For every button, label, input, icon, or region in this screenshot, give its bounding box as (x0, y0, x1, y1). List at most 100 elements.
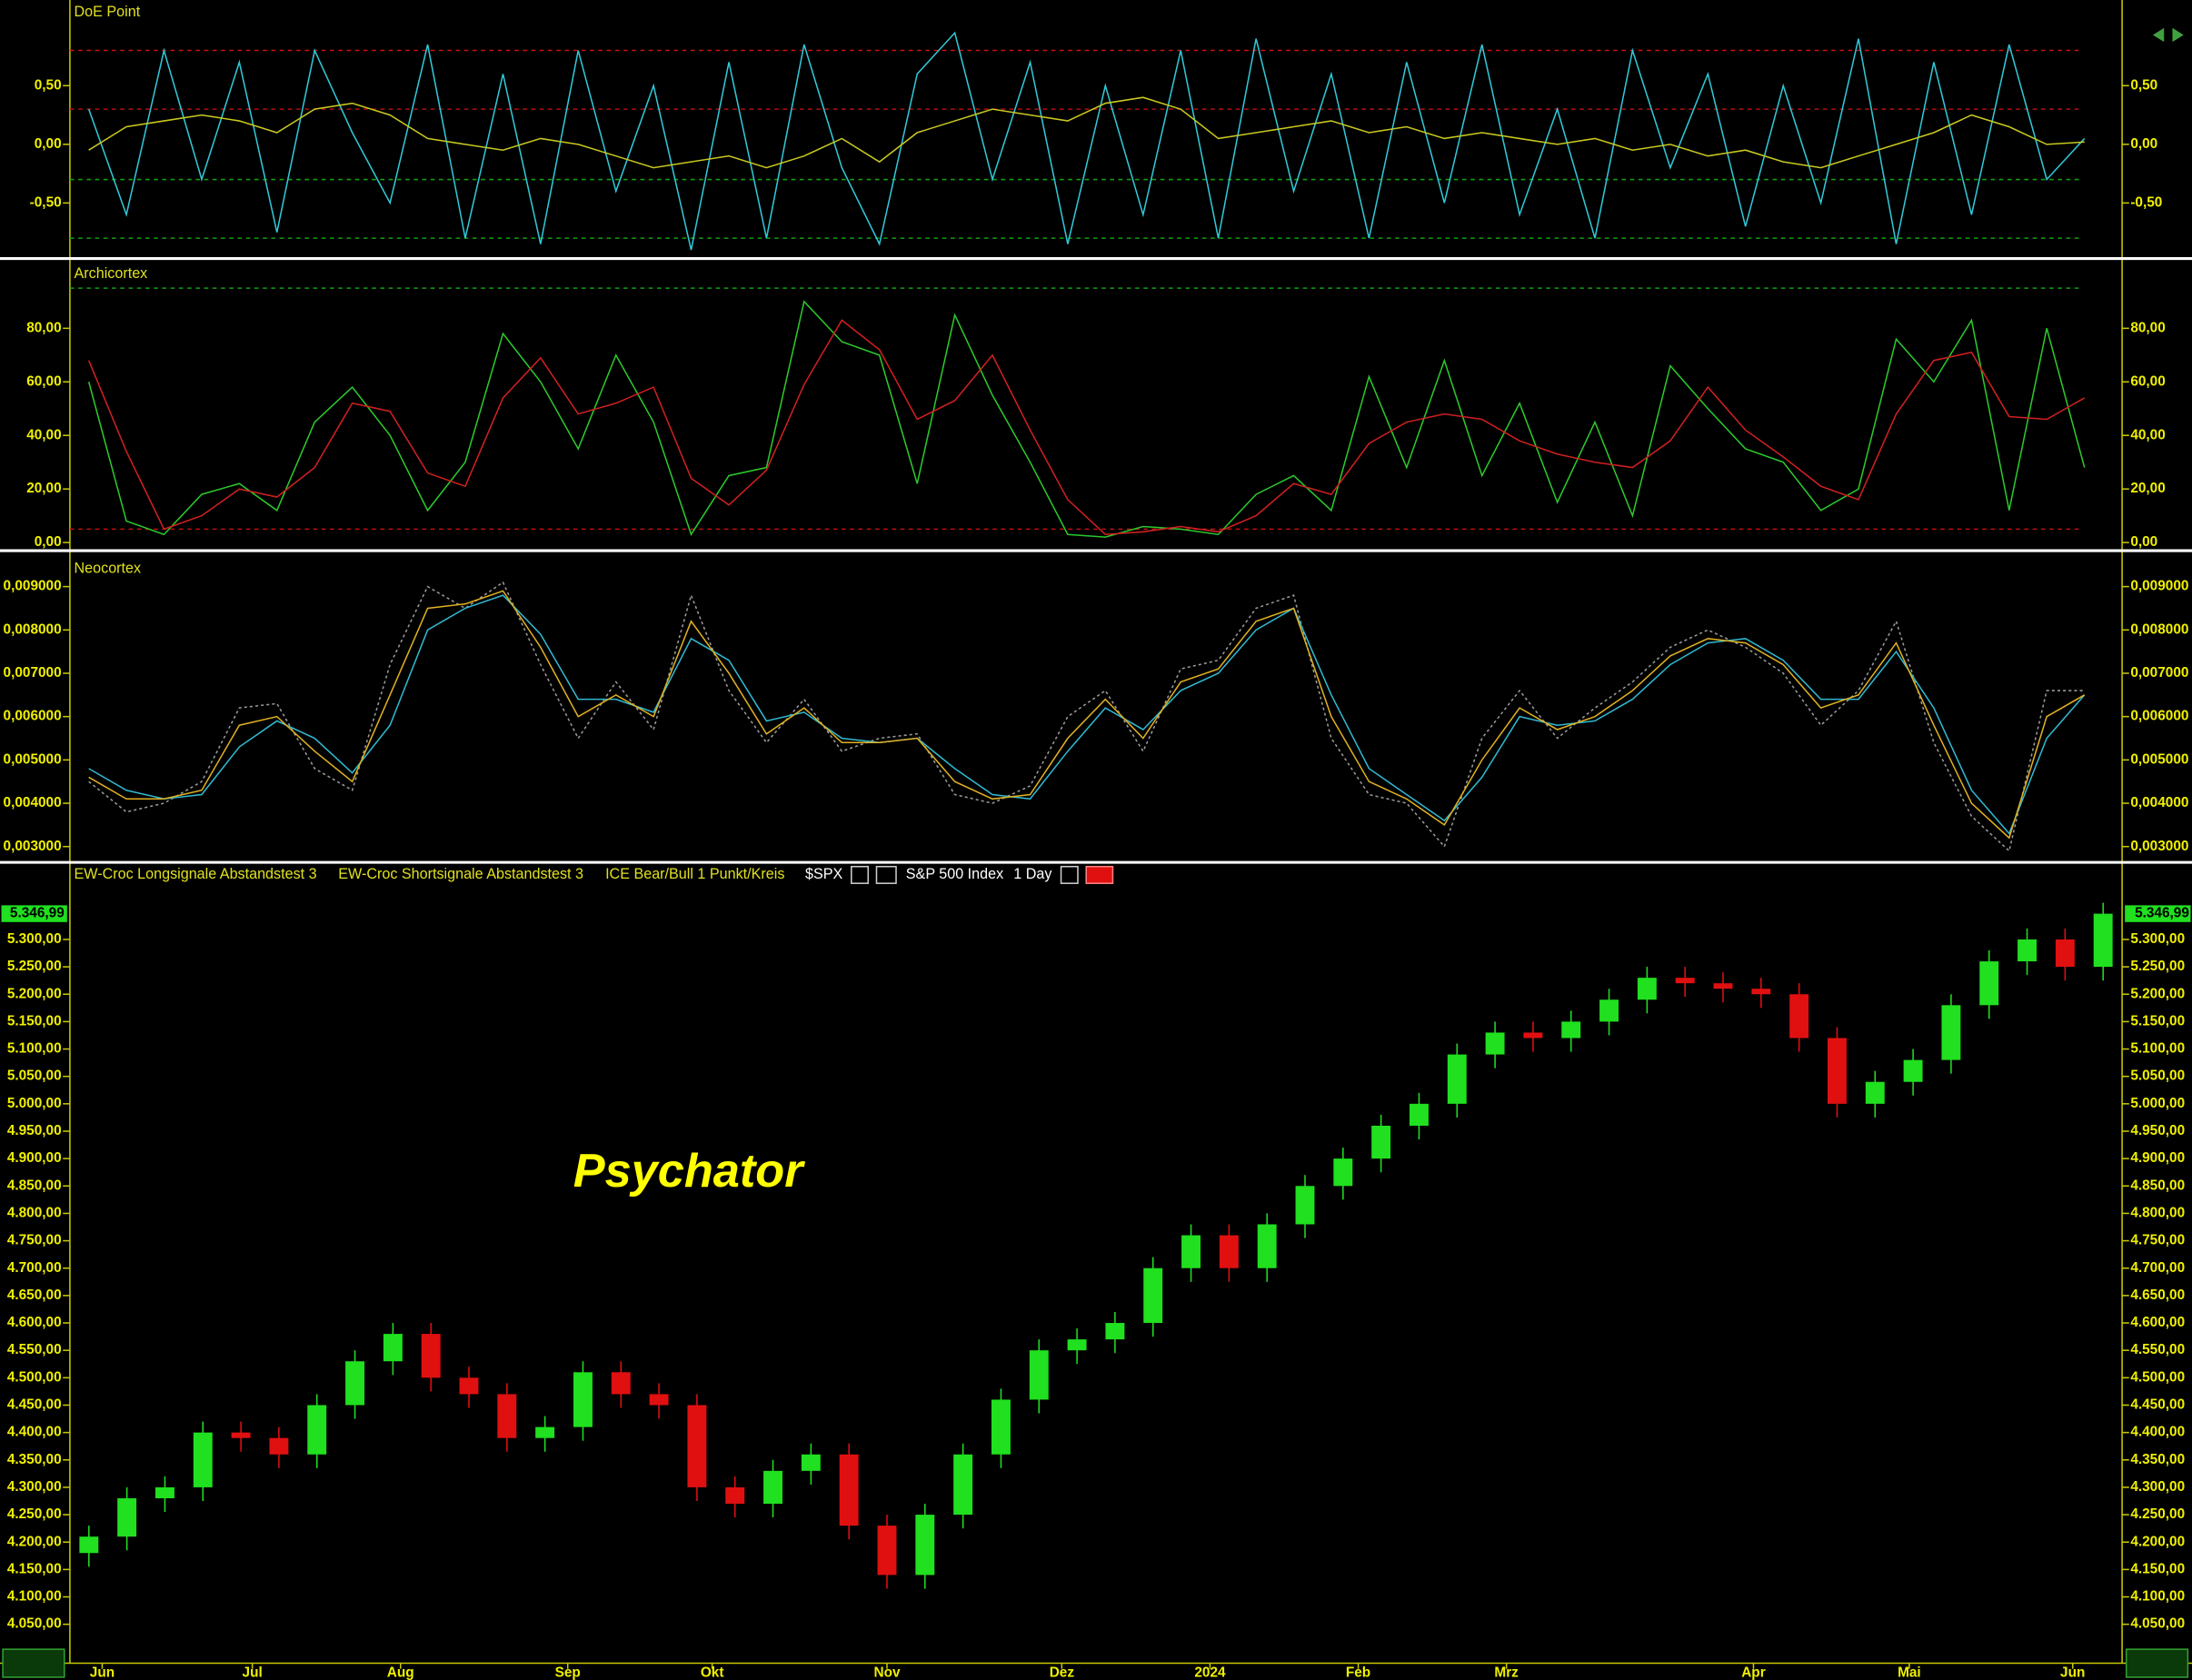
y-tick-label: 4.500,00 (2130, 1369, 2185, 1385)
x-tick-label: Mrz (1494, 1665, 1519, 1680)
candle-body (79, 1536, 99, 1554)
candle-body (1219, 1235, 1239, 1268)
y-tick-label: 80,00 (2130, 320, 2165, 335)
y-tick-label: 4.550,00 (7, 1342, 62, 1357)
candle-body (763, 1470, 783, 1505)
dropdown[interactable] (875, 865, 897, 884)
y-tick-label: 0,009000 (2130, 579, 2188, 594)
y-tick-label: 0,005000 (2130, 751, 2188, 767)
candle-body (1181, 1235, 1201, 1268)
x-tick-label: Feb (1346, 1665, 1370, 1680)
y-tick-label: 4.650,00 (2130, 1287, 2185, 1303)
y-tick-label: 0,004000 (4, 795, 62, 810)
y-tick-label: 4.900,00 (7, 1150, 62, 1166)
candle-body (1561, 1021, 1581, 1039)
y-tick-label: 0,50 (2130, 77, 2157, 93)
candle-body (1295, 1186, 1315, 1225)
y-tick-label: 5.050,00 (2130, 1069, 2185, 1084)
y-tick-label: 4.800,00 (2130, 1205, 2185, 1220)
y-tick-label: 4.600,00 (7, 1315, 62, 1330)
candle-body (2018, 939, 2037, 962)
candle-body (1789, 994, 1809, 1039)
indicator-name: EW-Croc Shortsignale Abstandstest 3 (338, 866, 583, 882)
y-tick-label: 0,006000 (2130, 709, 2188, 724)
x-tick-label: Okt (701, 1665, 724, 1680)
candle-body (801, 1454, 821, 1471)
candle-body (269, 1437, 289, 1455)
indicator-name: EW-Croc Longsignale Abstandstest 3 (75, 866, 317, 882)
candle-body (1485, 1032, 1505, 1055)
candle-body (345, 1361, 365, 1406)
y-tick-label: 5.100,00 (2130, 1041, 2185, 1057)
candle-body (1447, 1054, 1467, 1104)
y-tick-label: 4.950,00 (7, 1123, 62, 1138)
y-tick-label: 60,00 (26, 373, 61, 389)
x-tick-label: Apr (1741, 1665, 1765, 1680)
y-tick-label: 4.250,00 (2130, 1506, 2185, 1522)
y-tick-label: 4.100,00 (7, 1589, 62, 1605)
y-tick-label: 5.250,00 (7, 959, 62, 974)
y-tick-label: 5.150,00 (2130, 1013, 2185, 1029)
dropdown[interactable] (1060, 865, 1079, 884)
candle-body (307, 1405, 327, 1455)
candle-body (2055, 939, 2075, 968)
series-line (88, 590, 2086, 840)
close-button[interactable] (1085, 865, 1114, 884)
candle-body (1523, 1032, 1543, 1039)
y-tick-label: 4.400,00 (2130, 1425, 2185, 1440)
candle-body (1865, 1081, 1885, 1104)
candle-body (1979, 961, 1999, 1006)
y-tick-label: 4.100,00 (2130, 1589, 2185, 1605)
candle-body (231, 1432, 251, 1438)
y-tick-label: -0,50 (30, 194, 62, 210)
y-tick-label: 40,00 (26, 427, 61, 442)
y-tick-label: 4.550,00 (2130, 1342, 2185, 1357)
y-tick-label: 4.450,00 (7, 1397, 62, 1413)
y-tick-label: 4.050,00 (7, 1616, 62, 1632)
y-tick-label: 4.200,00 (2130, 1534, 2185, 1549)
last-price-box (2125, 905, 2191, 922)
y-tick-label: 20,00 (26, 481, 61, 496)
y-tick-label: 4.050,00 (2130, 1616, 2185, 1632)
y-tick-label: 0,003000 (4, 839, 62, 854)
x-tick-label: Jun (2060, 1665, 2085, 1680)
nav-arrows[interactable] (2152, 27, 2184, 43)
y-tick-label: 0,00 (2130, 534, 2157, 550)
y-tick-label: 4.300,00 (2130, 1479, 2185, 1495)
candle-body (1675, 978, 1695, 984)
y-tick-label: -0,50 (2130, 194, 2162, 210)
y-tick-label: 0,007000 (4, 665, 62, 681)
y-tick-label: 5.100,00 (7, 1041, 62, 1057)
dropdown[interactable] (851, 865, 870, 884)
candle-body (1409, 1103, 1429, 1126)
corner-box (2125, 1648, 2189, 1678)
candle-body (1903, 1059, 1923, 1082)
y-tick-label: 4.150,00 (2130, 1561, 2185, 1576)
candle-body (1637, 978, 1657, 1000)
candle-body (383, 1334, 403, 1362)
y-tick-label: 4.600,00 (2130, 1315, 2185, 1330)
y-tick-label: 5.150,00 (7, 1013, 62, 1029)
x-tick-label: Dez (1050, 1665, 1075, 1680)
annotation: Psychator (573, 1145, 806, 1198)
y-tick-label: 0,004000 (2130, 795, 2188, 810)
y-tick-label: 5.200,00 (2130, 986, 2185, 1001)
y-tick-label: 4.450,00 (2130, 1397, 2185, 1413)
y-tick-label: 0,007000 (2130, 665, 2188, 681)
candle-body (1599, 999, 1619, 1022)
last-price-label: 5.346,99 (10, 906, 65, 921)
y-tick-label: 4.400,00 (7, 1425, 62, 1440)
candle-body (1751, 989, 1771, 995)
candle-body (421, 1334, 441, 1378)
y-tick-label: 4.900,00 (2130, 1150, 2185, 1166)
candle-body (1333, 1158, 1353, 1187)
candle-body (839, 1454, 859, 1526)
candle-body (915, 1515, 935, 1576)
y-tick-label: 4.150,00 (7, 1561, 62, 1576)
candle-body (649, 1394, 669, 1406)
candle-body (953, 1454, 973, 1516)
series-line (87, 319, 2086, 536)
y-tick-label: 4.850,00 (7, 1178, 62, 1193)
